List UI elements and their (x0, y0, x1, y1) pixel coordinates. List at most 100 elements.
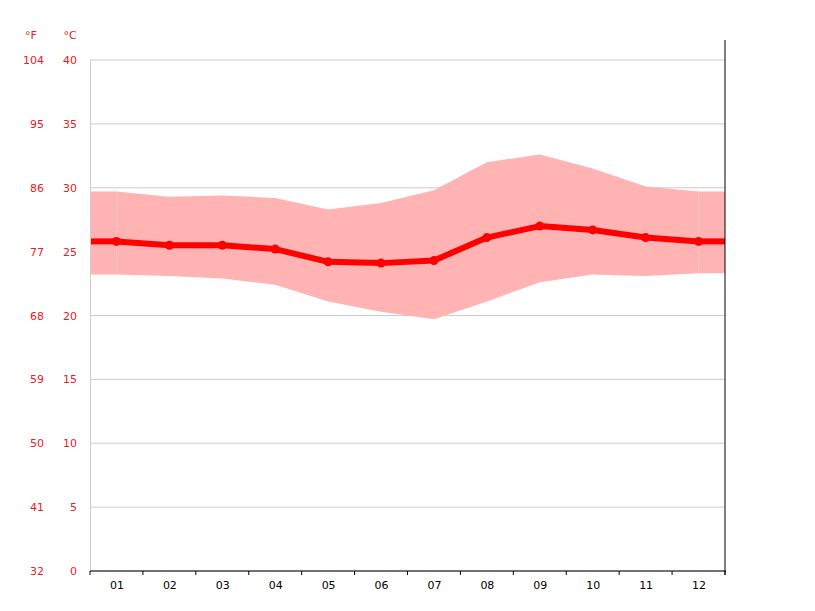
tick-label: 20 (63, 310, 77, 323)
marker (588, 225, 597, 234)
tick: 02 (163, 571, 177, 592)
tick: 08 (480, 571, 494, 592)
axis-title: °C (63, 29, 77, 42)
tick-label: 05 (322, 579, 336, 592)
marker (429, 256, 438, 265)
tick: 01 (110, 571, 124, 592)
tick-label: 104 (23, 54, 44, 67)
boundary-tick (248, 571, 249, 575)
plot-area (90, 155, 725, 320)
tick-label: 10 (63, 437, 77, 450)
boundary-tick (142, 571, 143, 575)
tick: 5 (70, 501, 90, 514)
tick-label: 15 (63, 373, 77, 386)
tick-label: 12 (692, 579, 706, 592)
tick-label: 5 (70, 501, 77, 514)
tick-label: 40 (63, 54, 77, 67)
marker (694, 237, 703, 246)
grid-line (90, 379, 725, 380)
grid-line (90, 443, 725, 444)
markers (112, 222, 703, 268)
boundary-tick (513, 571, 514, 575)
tick: 25 (63, 246, 90, 259)
boundary-tick (301, 571, 302, 575)
tick-label: 06 (375, 579, 389, 592)
tick-label: 95 (30, 118, 44, 131)
boundary-tick (407, 571, 408, 575)
tick-label: 11 (639, 579, 653, 592)
grid-line (90, 507, 725, 508)
marker (218, 241, 227, 250)
x-axis: 01 02 03 04 05 06 07 08 09 10 11 12 (90, 571, 726, 592)
tick-label: 77 (30, 246, 44, 259)
axis-line (90, 61, 91, 572)
boundary-tick (566, 571, 567, 575)
tick: 0 (70, 565, 90, 578)
tick-label: 68 (30, 310, 44, 323)
tick: 12 (692, 571, 706, 592)
tick: 09 (533, 571, 547, 592)
tick-label: 41 (30, 501, 44, 514)
temperature-range (116, 155, 698, 320)
tick: 10 (63, 437, 90, 450)
tick-label: 03 (216, 579, 230, 592)
average-line (116, 226, 698, 263)
tick-label: 50 (30, 437, 44, 450)
tick-label: 02 (163, 579, 177, 592)
marker (535, 222, 544, 231)
boundary-tick (619, 571, 620, 575)
tick-label: 10 (586, 579, 600, 592)
y-axis: 0510152025303540 (63, 54, 91, 578)
temperature-range-edge (90, 192, 116, 275)
tick: 77 (30, 246, 90, 259)
frame-line (725, 40, 726, 575)
tick-label: 01 (110, 579, 124, 592)
tick-label: 32 (30, 565, 44, 578)
tick: 04 (269, 571, 283, 592)
tick: 03 (216, 571, 230, 592)
tick-label: 04 (269, 579, 283, 592)
axis-line (90, 61, 91, 572)
tick: 15 (63, 373, 90, 386)
tick: 06 (375, 571, 389, 592)
marker (324, 257, 333, 266)
tick: 40 (63, 54, 90, 67)
tick: 10 (586, 571, 600, 592)
tick: 35 (63, 118, 90, 131)
tick-label: 0 (70, 565, 77, 578)
tick: 95 (30, 118, 90, 131)
marker (165, 241, 174, 250)
tick-label: 86 (30, 182, 44, 195)
axis-title: °F (25, 29, 37, 42)
tick-label: 08 (480, 579, 494, 592)
tick: 50 (30, 437, 90, 450)
boundary-tick (672, 571, 673, 575)
temperature-range-edge (699, 192, 725, 274)
x-boundary-ticks (90, 571, 725, 575)
boundary-tick (195, 571, 196, 575)
grid-line (90, 123, 725, 124)
tick-label: 35 (63, 118, 77, 131)
marker (377, 259, 386, 268)
tick: 07 (427, 571, 441, 592)
boundary-tick (90, 571, 91, 575)
tick-label: 25 (63, 246, 77, 259)
boundary-tick (354, 571, 355, 575)
grid-line (90, 60, 725, 61)
tick-label: 07 (427, 579, 441, 592)
tick: 32 (30, 565, 90, 578)
marker (112, 237, 121, 246)
tick: 05 (322, 571, 336, 592)
tick-label: 09 (533, 579, 547, 592)
boundary-tick (725, 571, 726, 575)
tick: 20 (63, 310, 90, 323)
marker (641, 233, 650, 242)
tick: 41 (30, 501, 90, 514)
grid (90, 60, 725, 571)
tick: 59 (30, 373, 90, 386)
tick: 68 (30, 310, 90, 323)
tick: 11 (639, 571, 653, 592)
boundary-tick (460, 571, 461, 575)
tick-label: 59 (30, 373, 44, 386)
marker (482, 233, 491, 242)
